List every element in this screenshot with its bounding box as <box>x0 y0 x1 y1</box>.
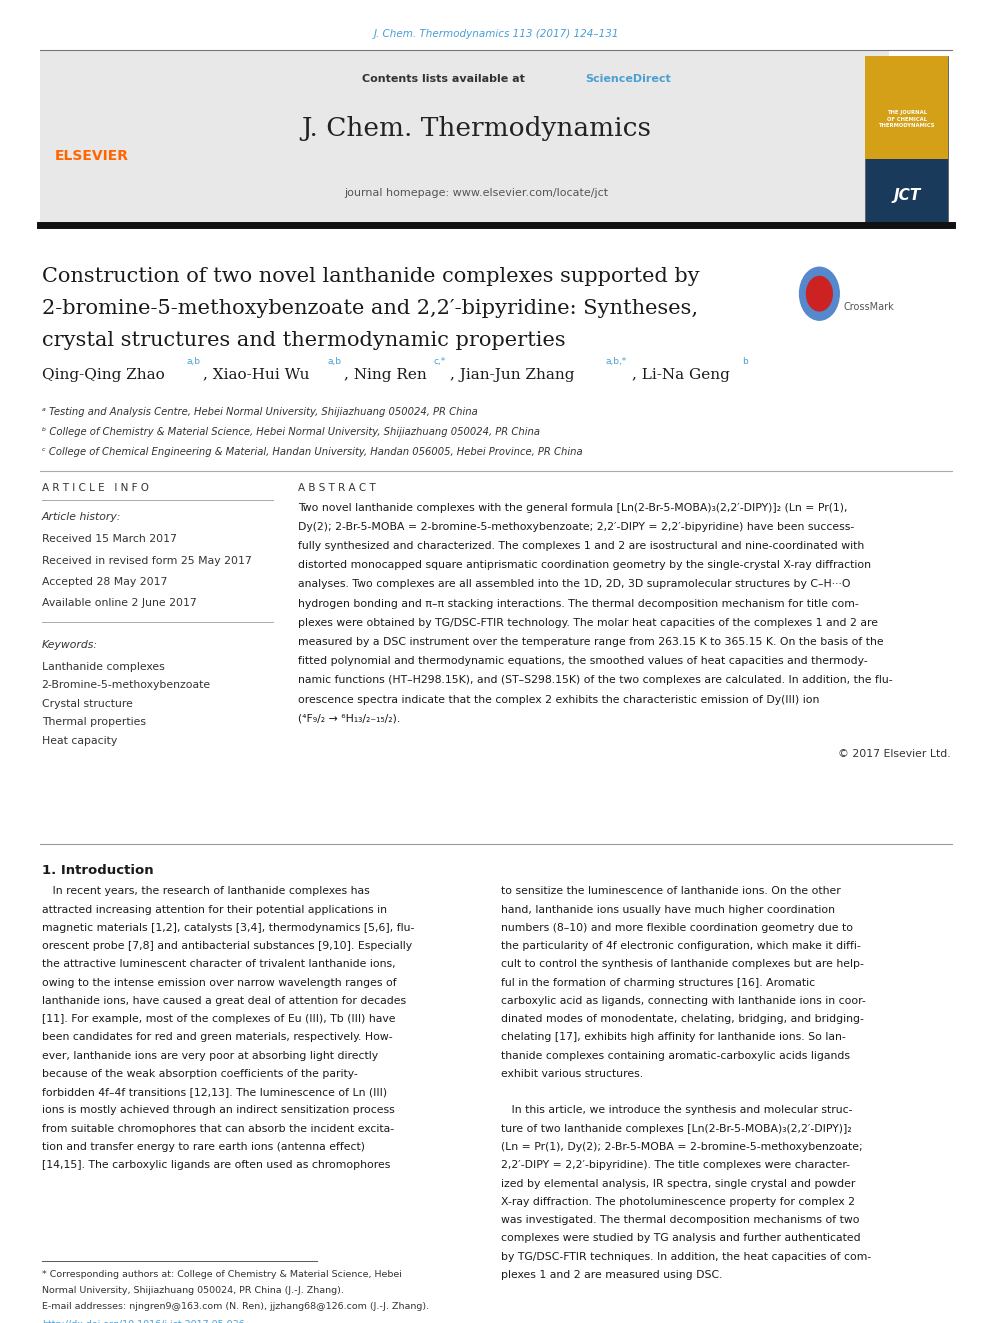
Text: chelating [17], exhibits high affinity for lanthanide ions. So lan-: chelating [17], exhibits high affinity f… <box>501 1032 846 1043</box>
Text: dinated modes of monodentate, chelating, bridging, and bridging-: dinated modes of monodentate, chelating,… <box>501 1015 864 1024</box>
Text: ScienceDirect: ScienceDirect <box>585 74 671 85</box>
Text: a,b: a,b <box>186 357 200 366</box>
Text: forbidden 4f–4f transitions [12,13]. The luminescence of Ln (III): forbidden 4f–4f transitions [12,13]. The… <box>42 1088 387 1097</box>
Text: Keywords:: Keywords: <box>42 640 97 651</box>
Text: was investigated. The thermal decomposition mechanisms of two: was investigated. The thermal decomposit… <box>501 1215 859 1225</box>
Text: ful in the formation of charming structures [16]. Aromatic: ful in the formation of charming structu… <box>501 978 815 988</box>
Text: distorted monocapped square antiprismatic coordination geometry by the single-cr: distorted monocapped square antiprismati… <box>298 561 871 570</box>
Text: to sensitize the luminescence of lanthanide ions. On the other: to sensitize the luminescence of lanthan… <box>501 886 840 897</box>
FancyBboxPatch shape <box>40 50 889 225</box>
Text: (Ln = Pr(1), Dy(2); 2-Br-5-MOBA = 2-bromine-5-methoxybenzoate;: (Ln = Pr(1), Dy(2); 2-Br-5-MOBA = 2-brom… <box>501 1142 863 1152</box>
FancyBboxPatch shape <box>865 56 948 222</box>
Text: been candidates for red and green materials, respectively. How-: been candidates for red and green materi… <box>42 1032 392 1043</box>
Circle shape <box>806 277 832 311</box>
Text: 2,2′-DIPY = 2,2′-bipyridine). The title complexes were character-: 2,2′-DIPY = 2,2′-bipyridine). The title … <box>501 1160 850 1171</box>
Text: c,*: c,* <box>434 357 445 366</box>
Text: ELSEVIER: ELSEVIER <box>55 149 129 163</box>
Text: b: b <box>742 357 748 366</box>
Text: ized by elemental analysis, IR spectra, single crystal and powder: ized by elemental analysis, IR spectra, … <box>501 1179 855 1188</box>
Text: In this article, we introduce the synthesis and molecular struc-: In this article, we introduce the synthe… <box>501 1106 852 1115</box>
Text: , Li-Na Geng: , Li-Na Geng <box>632 368 730 382</box>
Text: Normal University, Shijiazhuang 050024, PR China (J.-J. Zhang).: Normal University, Shijiazhuang 050024, … <box>42 1286 343 1295</box>
Text: the attractive luminescent character of trivalent lanthanide ions,: the attractive luminescent character of … <box>42 959 395 970</box>
Text: owing to the intense emission over narrow wavelength ranges of: owing to the intense emission over narro… <box>42 978 396 988</box>
Text: ture of two lanthanide complexes [Ln(2-Br-5-MOBA)₃(2,2′-DIPY)]₂: ture of two lanthanide complexes [Ln(2-B… <box>501 1123 852 1134</box>
Text: Heat capacity: Heat capacity <box>42 736 117 746</box>
Text: http://dx.doi.org/10.1016/j.jct.2017.05.036: http://dx.doi.org/10.1016/j.jct.2017.05.… <box>42 1320 244 1323</box>
Text: Received 15 March 2017: Received 15 March 2017 <box>42 534 177 545</box>
Text: lanthanide ions, have caused a great deal of attention for decades: lanthanide ions, have caused a great dea… <box>42 996 406 1005</box>
Text: Received in revised form 25 May 2017: Received in revised form 25 May 2017 <box>42 556 251 566</box>
Text: CrossMark: CrossMark <box>843 302 894 312</box>
Text: fully synthesized and characterized. The complexes 1 and 2 are isostructural and: fully synthesized and characterized. The… <box>298 541 864 552</box>
Text: a,b: a,b <box>327 357 341 366</box>
Text: A B S T R A C T: A B S T R A C T <box>298 483 375 493</box>
Text: because of the weak absorption coefficients of the parity-: because of the weak absorption coefficie… <box>42 1069 357 1080</box>
Text: ions is mostly achieved through an indirect sensitization process: ions is mostly achieved through an indir… <box>42 1106 395 1115</box>
Text: namic functions (HT–H298.15K), and (ST–S298.15K) of the two complexes are calcul: namic functions (HT–H298.15K), and (ST–S… <box>298 675 892 685</box>
Text: tion and transfer energy to rare earth ions (antenna effect): tion and transfer energy to rare earth i… <box>42 1142 365 1152</box>
Text: Qing-Qing Zhao: Qing-Qing Zhao <box>42 368 165 382</box>
Text: J. Chem. Thermodynamics: J. Chem. Thermodynamics <box>302 116 651 142</box>
Text: [11]. For example, most of the complexes of Eu (III), Tb (III) have: [11]. For example, most of the complexes… <box>42 1015 395 1024</box>
Text: complexes were studied by TG analysis and further authenticated: complexes were studied by TG analysis an… <box>501 1233 861 1244</box>
Text: Available online 2 June 2017: Available online 2 June 2017 <box>42 598 196 609</box>
Text: ᵃ Testing and Analysis Centre, Hebei Normal University, Shijiazhuang 050024, PR : ᵃ Testing and Analysis Centre, Hebei Nor… <box>42 407 477 418</box>
Text: a,b,*: a,b,* <box>605 357 626 366</box>
Text: THE JOURNAL
OF CHEMICAL
THERMODYNAMICS: THE JOURNAL OF CHEMICAL THERMODYNAMICS <box>879 110 934 128</box>
Text: © 2017 Elsevier Ltd.: © 2017 Elsevier Ltd. <box>837 749 950 759</box>
Text: the particularity of 4f electronic configuration, which make it diffi-: the particularity of 4f electronic confi… <box>501 941 861 951</box>
Text: exhibit various structures.: exhibit various structures. <box>501 1069 643 1080</box>
Text: orescence spectra indicate that the complex 2 exhibits the characteristic emissi: orescence spectra indicate that the comp… <box>298 695 819 705</box>
Text: journal homepage: www.elsevier.com/locate/jct: journal homepage: www.elsevier.com/locat… <box>344 188 608 198</box>
Text: from suitable chromophores that can absorb the incident excita-: from suitable chromophores that can abso… <box>42 1123 394 1134</box>
Text: , Xiao-Hui Wu: , Xiao-Hui Wu <box>203 368 310 382</box>
Text: E-mail addresses: njngren9@163.com (N. Ren), jjzhang68@126.com (J.-J. Zhang).: E-mail addresses: njngren9@163.com (N. R… <box>42 1302 429 1311</box>
Text: orescent probe [7,8] and antibacterial substances [9,10]. Especially: orescent probe [7,8] and antibacterial s… <box>42 941 412 951</box>
Text: 1. Introduction: 1. Introduction <box>42 864 154 877</box>
Text: [14,15]. The carboxylic ligands are often used as chromophores: [14,15]. The carboxylic ligands are ofte… <box>42 1160 390 1171</box>
Text: crystal structures and thermodynamic properties: crystal structures and thermodynamic pro… <box>42 331 565 349</box>
Circle shape <box>800 267 839 320</box>
FancyBboxPatch shape <box>865 56 948 159</box>
Text: In recent years, the research of lanthanide complexes has: In recent years, the research of lanthan… <box>42 886 369 897</box>
Text: magnetic materials [1,2], catalysts [3,4], thermodynamics [5,6], flu-: magnetic materials [1,2], catalysts [3,4… <box>42 923 414 933</box>
Text: plexes were obtained by TG/DSC-FTIR technology. The molar heat capacities of the: plexes were obtained by TG/DSC-FTIR tech… <box>298 618 878 628</box>
Text: (⁴F₉/₂ → ⁶H₁₃/₂₋₁₅/₂).: (⁴F₉/₂ → ⁶H₁₃/₂₋₁₅/₂). <box>298 714 400 724</box>
Text: , Jian-Jun Zhang: , Jian-Jun Zhang <box>450 368 575 382</box>
Text: * Corresponding authors at: College of Chemistry & Material Science, Hebei: * Corresponding authors at: College of C… <box>42 1270 402 1279</box>
Text: 2-Bromine-5-methoxybenzoate: 2-Bromine-5-methoxybenzoate <box>42 680 210 691</box>
Text: Thermal properties: Thermal properties <box>42 717 146 728</box>
Text: ever, lanthanide ions are very poor at absorbing light directly: ever, lanthanide ions are very poor at a… <box>42 1050 378 1061</box>
Text: Crystal structure: Crystal structure <box>42 699 133 709</box>
Text: by TG/DSC-FTIR techniques. In addition, the heat capacities of com-: by TG/DSC-FTIR techniques. In addition, … <box>501 1252 871 1262</box>
Text: analyses. Two complexes are all assembled into the 1D, 2D, 3D supramolecular str: analyses. Two complexes are all assemble… <box>298 579 850 590</box>
Text: A R T I C L E   I N F O: A R T I C L E I N F O <box>42 483 149 493</box>
Text: Lanthanide complexes: Lanthanide complexes <box>42 662 165 672</box>
Text: fitted polynomial and thermodynamic equations, the smoothed values of heat capac: fitted polynomial and thermodynamic equa… <box>298 656 867 667</box>
Text: , Ning Ren: , Ning Ren <box>344 368 427 382</box>
Text: hand, lanthanide ions usually have much higher coordination: hand, lanthanide ions usually have much … <box>501 905 835 914</box>
Text: numbers (8–10) and more flexible coordination geometry due to: numbers (8–10) and more flexible coordin… <box>501 923 853 933</box>
Text: Article history:: Article history: <box>42 512 121 523</box>
Text: Contents lists available at: Contents lists available at <box>362 74 529 85</box>
Text: 2-bromine-5-methoxybenzoate and 2,2′-bipyridine: Syntheses,: 2-bromine-5-methoxybenzoate and 2,2′-bip… <box>42 299 697 318</box>
Text: JCT: JCT <box>893 188 921 204</box>
Text: Accepted 28 May 2017: Accepted 28 May 2017 <box>42 577 167 587</box>
Text: plexes 1 and 2 are measured using DSC.: plexes 1 and 2 are measured using DSC. <box>501 1270 722 1279</box>
Text: carboxylic acid as ligands, connecting with lanthanide ions in coor-: carboxylic acid as ligands, connecting w… <box>501 996 866 1005</box>
Text: cult to control the synthesis of lanthanide complexes but are help-: cult to control the synthesis of lanthan… <box>501 959 864 970</box>
Text: ᵇ College of Chemistry & Material Science, Hebei Normal University, Shijiazhuang: ᵇ College of Chemistry & Material Scienc… <box>42 427 540 438</box>
Text: Construction of two novel lanthanide complexes supported by: Construction of two novel lanthanide com… <box>42 267 699 286</box>
Text: thanide complexes containing aromatic-carboxylic acids ligands: thanide complexes containing aromatic-ca… <box>501 1050 850 1061</box>
Text: hydrogen bonding and π–π stacking interactions. The thermal decomposition mechan: hydrogen bonding and π–π stacking intera… <box>298 598 858 609</box>
Text: measured by a DSC instrument over the temperature range from 263.15 K to 365.15 : measured by a DSC instrument over the te… <box>298 638 883 647</box>
Text: X-ray diffraction. The photoluminescence property for complex 2: X-ray diffraction. The photoluminescence… <box>501 1197 855 1207</box>
Text: ᶜ College of Chemical Engineering & Material, Handan University, Handan 056005, : ᶜ College of Chemical Engineering & Mate… <box>42 447 582 458</box>
Text: J. Chem. Thermodynamics 113 (2017) 124–131: J. Chem. Thermodynamics 113 (2017) 124–1… <box>373 29 619 40</box>
Text: Dy(2); 2-Br-5-MOBA = 2-bromine-5-methoxybenzoate; 2,2′-DIPY = 2,2′-bipyridine) h: Dy(2); 2-Br-5-MOBA = 2-bromine-5-methoxy… <box>298 523 854 532</box>
Text: Two novel lanthanide complexes with the general formula [Ln(2-Br-5-MOBA)₃(2,2′-D: Two novel lanthanide complexes with the … <box>298 503 847 513</box>
Text: attracted increasing attention for their potential applications in: attracted increasing attention for their… <box>42 905 387 914</box>
